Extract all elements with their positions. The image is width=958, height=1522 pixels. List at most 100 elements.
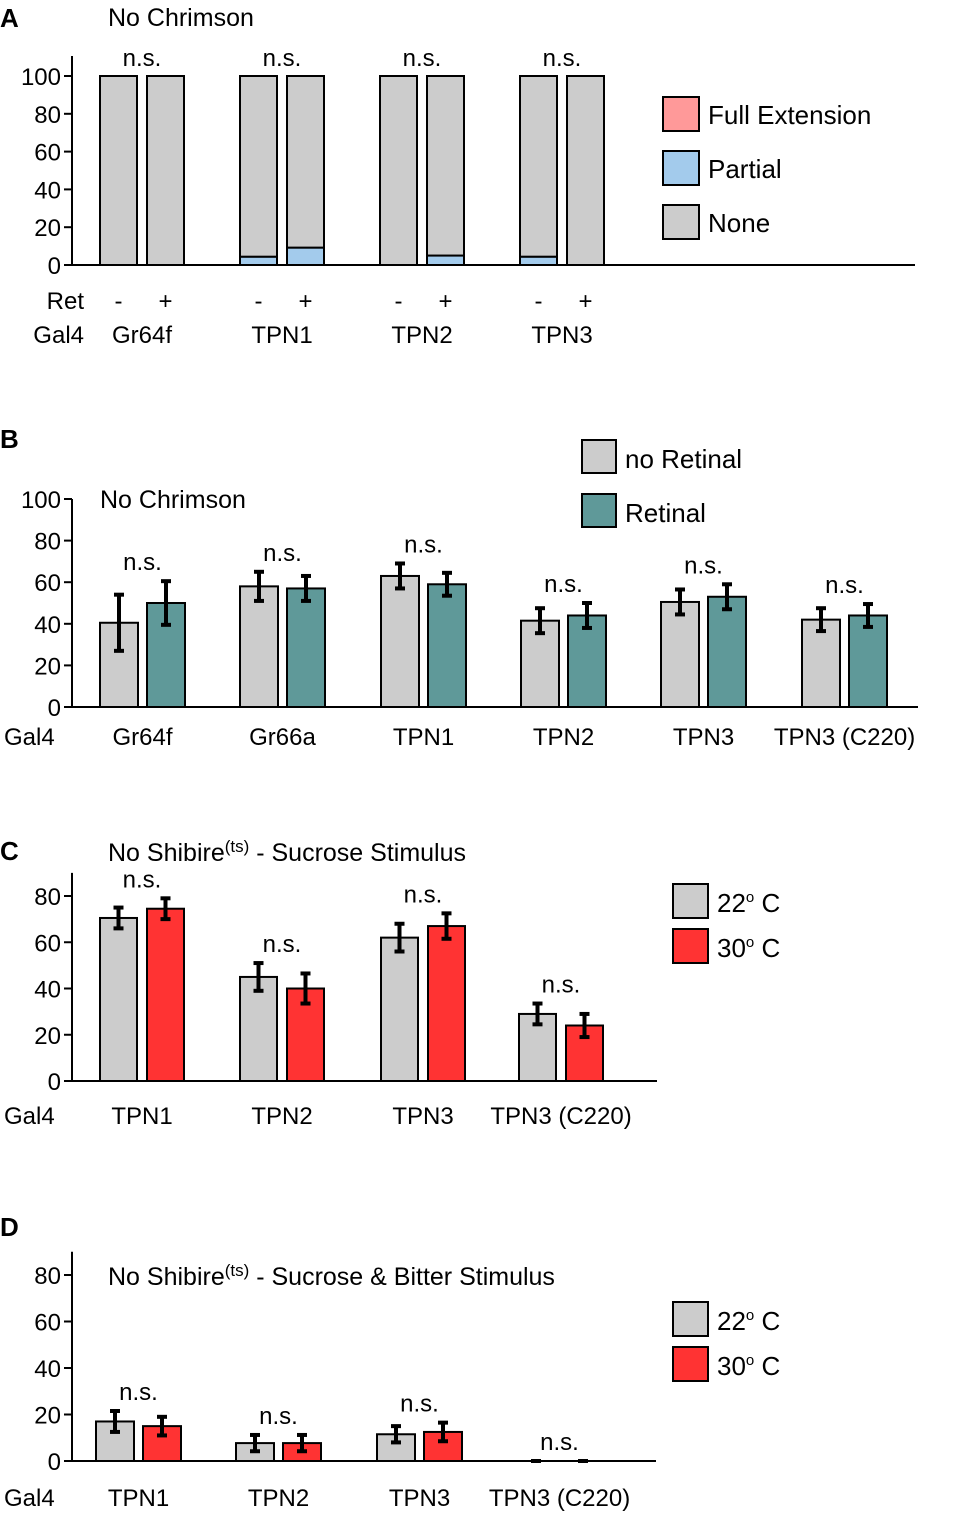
y-tick-label: 40 [34, 1356, 61, 1383]
category-label: TPN3 [392, 1103, 453, 1130]
x-label-gal4: Gal4 [4, 1103, 55, 1130]
bar-segment-none [239, 75, 278, 258]
legend-swatch [581, 439, 617, 474]
significance-label: n.s. [263, 540, 302, 567]
bar-segment-partial [519, 255, 558, 266]
significance-label: n.s. [259, 1403, 298, 1430]
panel-title: No Chrimson [108, 4, 254, 32]
significance-label: n.s. [123, 549, 162, 576]
y-tick-label: 100 [21, 64, 61, 91]
y-tick-label: 20 [34, 1403, 61, 1430]
category-label: TPN3 (C220) [774, 724, 915, 751]
y-tick-label: 60 [34, 570, 61, 597]
bar [239, 585, 279, 708]
category-label: Gr66a [249, 724, 316, 751]
legend-label: 30o C [717, 1351, 780, 1381]
bar-segment-none [146, 75, 185, 266]
significance-label: n.s. [404, 881, 443, 908]
bar-segment-none [99, 75, 138, 266]
panel-letter: B [0, 424, 19, 454]
panel-c: C No Shibire(ts) - Sucrose Stimulus 0 20 40 6… [0, 836, 780, 1130]
bar [380, 574, 420, 709]
legend-label: None [708, 208, 770, 238]
category-label: TPN1 [393, 724, 454, 751]
significance-label: n.s. [404, 531, 443, 558]
legend-swatch [662, 150, 700, 186]
legend-swatch [662, 204, 700, 240]
y-tick-label: 80 [34, 102, 61, 129]
significance-label: n.s. [400, 1391, 439, 1418]
bar [146, 907, 185, 1082]
y-tick-label: 0 [48, 253, 61, 280]
y-tick-label: 40 [34, 177, 61, 204]
y-tick-label: 20 [34, 653, 61, 680]
retinal-label: - [395, 288, 403, 315]
legend-swatch [672, 1346, 709, 1382]
bar-segment-none [566, 75, 605, 266]
category-label: TPN2 [391, 322, 452, 349]
bar [427, 583, 467, 709]
legend-swatch [672, 1301, 709, 1337]
bar [707, 595, 747, 709]
legend-swatch [672, 928, 709, 964]
retinal-label: + [298, 288, 312, 315]
significance-label: n.s. [544, 571, 583, 598]
panel-a: A No Chrimson 0 20 40 60 80 100 - + n.s. Gr64f - + n.s… [0, 3, 915, 349]
legend-label: 22o C [717, 888, 780, 918]
significance-label: n.s. [540, 1429, 579, 1456]
y-tick-label: 40 [34, 977, 61, 1004]
y-tick-label: 0 [48, 1069, 61, 1096]
legend-label: Partial [708, 154, 782, 184]
bar [380, 936, 419, 1082]
category-label: Gr64f [112, 322, 172, 349]
panel-title: No Shibire(ts) - Sucrose & Bitter Stimul… [108, 1261, 555, 1291]
bar [99, 916, 138, 1082]
legend-label: no Retinal [625, 444, 742, 474]
category-label: Gr64f [112, 724, 172, 751]
retinal-label: - [535, 288, 543, 315]
row-label-gal4: Gal4 [33, 322, 84, 349]
bar-segment-partial [239, 255, 278, 266]
bar [660, 600, 700, 709]
panel-d: D No Shibire(ts) - Sucrose & Bitter Stimu… [0, 1212, 780, 1512]
legend-swatch [581, 493, 617, 528]
category-label: TPN2 [251, 1103, 312, 1130]
retinal-label: + [438, 288, 452, 315]
y-tick-label: 20 [34, 1023, 61, 1050]
significance-label: n.s. [825, 572, 864, 599]
category-label: TPN3 [673, 724, 734, 751]
y-tick-label: 60 [34, 1310, 61, 1337]
panel-title: No Chrimson [100, 486, 246, 514]
bar [99, 621, 139, 709]
category-label: TPN3 (C220) [490, 1103, 631, 1130]
category-label: TPN3 [531, 322, 592, 349]
category-label: TPN3 (C220) [489, 1485, 630, 1512]
y-tick-label: 100 [21, 487, 61, 514]
significance-label: n.s. [263, 931, 302, 958]
y-tick-label: 60 [34, 140, 61, 167]
retinal-label: + [578, 288, 592, 315]
legend-label: Retinal [625, 498, 706, 528]
retinal-label: - [255, 288, 263, 315]
bar [801, 618, 841, 709]
panel-letter: C [0, 836, 19, 866]
category-label: TPN2 [248, 1485, 309, 1512]
significance-label: n.s. [123, 866, 162, 893]
significance-label: n.s. [263, 45, 302, 72]
y-tick-label: 0 [48, 1449, 61, 1476]
bar-segment-partial [426, 254, 465, 267]
y-tick-label: 20 [34, 215, 61, 242]
panel-letter: D [0, 1212, 19, 1242]
bar-segment-none [286, 75, 325, 249]
legend-label: 30o C [717, 933, 780, 963]
significance-label: n.s. [123, 45, 162, 72]
row-label-ret: Ret [47, 288, 85, 315]
legend-swatch [672, 883, 709, 919]
legend-label: 22o C [717, 1306, 780, 1336]
bar [567, 614, 607, 708]
panel-letter: A [0, 3, 19, 33]
significance-label: n.s. [119, 1379, 158, 1406]
category-label: TPN1 [111, 1103, 172, 1130]
retinal-label: - [115, 288, 123, 315]
